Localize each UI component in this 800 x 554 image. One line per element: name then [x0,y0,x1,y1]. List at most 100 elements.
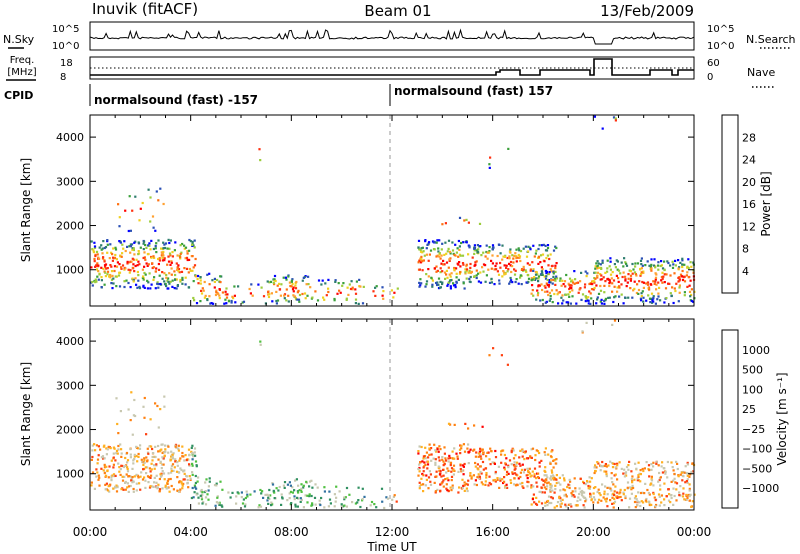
scatter-point-321 [111,253,114,256]
scatter-point-521 [273,491,276,494]
scatter-point-790 [535,249,538,252]
scatter-point-1005 [532,244,535,247]
scatter-point-311 [115,490,119,493]
scatter-point-1166 [596,296,599,299]
scatter-point-1009 [510,451,513,454]
scatter-point-262 [114,275,117,278]
scatter-point-1243 [684,465,687,468]
scatter-point-561 [345,298,348,301]
scatter-point-592 [393,291,396,294]
scatter-point-599 [393,494,396,497]
scatter-point-726 [442,485,445,488]
scatter-point-417 [197,282,200,285]
scatter-point-1115 [547,293,550,297]
scatter-point-57 [101,252,104,255]
scatter-point-1300 [610,477,613,480]
scatter-point-692 [464,268,467,271]
scatter-point-1276 [654,302,657,305]
scatter-point-1445 [599,278,602,281]
scatter-point-248 [124,267,127,270]
scatter-point-205 [111,259,114,262]
scatter-point-1342 [614,466,617,469]
scatter-point-844 [475,274,478,277]
scatter-point-918 [474,479,477,482]
scatter-point-202 [142,242,145,245]
scatter-point-1040 [581,489,584,493]
scatter-point-1240 [685,498,688,501]
scatter-point-843 [469,474,472,477]
scatter-point-1250 [672,487,675,490]
scatter-point-227 [131,277,134,280]
scatter-point-1220 [595,262,598,265]
scatter-point-1305 [636,477,639,480]
scatter-point-1152 [546,504,549,507]
scatter-point-1104 [575,281,578,285]
scatter-point-528 [287,275,290,278]
scatter-point-1184 [646,488,649,492]
scatter-point-7 [161,256,164,259]
scatter-point-656 [419,261,423,264]
scatter-point-1378 [674,259,677,262]
scatter-point-471 [306,501,309,504]
scatter-point-1381 [603,302,606,305]
scatter-point-715 [463,481,466,484]
scatter-point-887 [555,262,558,265]
scatter-point-3 [119,473,122,476]
scatter-point-1435 [607,464,610,467]
scatter-point-90 [150,474,153,477]
scatter-point-1386 [599,469,602,472]
scatter-point-2 [193,264,197,267]
scatter-point-535 [278,485,281,489]
scatter-point-446 [233,294,236,297]
scatter-point-708 [447,266,450,269]
scatter-point-640 [435,450,438,453]
scatter-point-1176 [667,282,670,285]
scatter-point-514 [294,505,297,508]
scatter-point-1198 [629,274,633,277]
scatter-point-982 [548,281,551,284]
scatter-point-1003 [513,268,516,271]
scatter-point-920 [543,451,546,454]
scatter-point-247 [179,244,182,247]
scatter-point-740 [446,284,449,287]
scatter-point-1167 [633,478,636,481]
scatter-point-902 [511,254,514,257]
scatter-point-606 [439,280,442,283]
scatter-point-901 [519,475,522,479]
scatter-point-1023 [550,501,553,505]
scatter-point-363 [181,487,184,490]
scatter-point-1391 [678,279,681,282]
scatter-point-409 [211,279,214,282]
scatter-point-1360 [662,275,665,278]
scatter-point-1205 [631,479,634,482]
scatter-point-641 [421,472,424,476]
scatter-point-1318 [614,473,617,476]
scatter-point-173 [153,464,156,467]
scatter-point-904 [540,266,543,269]
scatter-point-1275 [660,279,663,282]
scatter-point-463 [240,491,243,494]
scatter-point-1225 [624,278,627,281]
scatter-point-70 [148,486,152,489]
scatter-point-390 [149,418,152,421]
scatter-point-915 [545,257,548,260]
scatter-point-1190 [686,271,689,274]
scatter-point-1429 [623,475,626,478]
scatter-point-859 [485,472,488,475]
scatter-point-714 [466,483,469,486]
scatter-point-1373 [673,272,676,275]
scatter-point-564 [314,483,317,486]
scatter-point-480 [299,488,303,492]
date-title: 13/Feb/2009 [600,2,694,20]
scatter-point-764 [430,276,433,279]
scatter-point-208 [157,450,160,453]
scatter-point-236 [100,244,103,247]
scatter-point-723 [420,282,423,285]
scatter-point-968 [526,473,529,477]
scatter-point-786 [509,276,512,280]
scatter-point-36 [187,448,191,451]
scatter-point-1132 [582,495,585,498]
scatter-point-777 [429,483,433,486]
scatter-point-93 [155,267,158,270]
scatter-point-1145 [568,486,571,490]
